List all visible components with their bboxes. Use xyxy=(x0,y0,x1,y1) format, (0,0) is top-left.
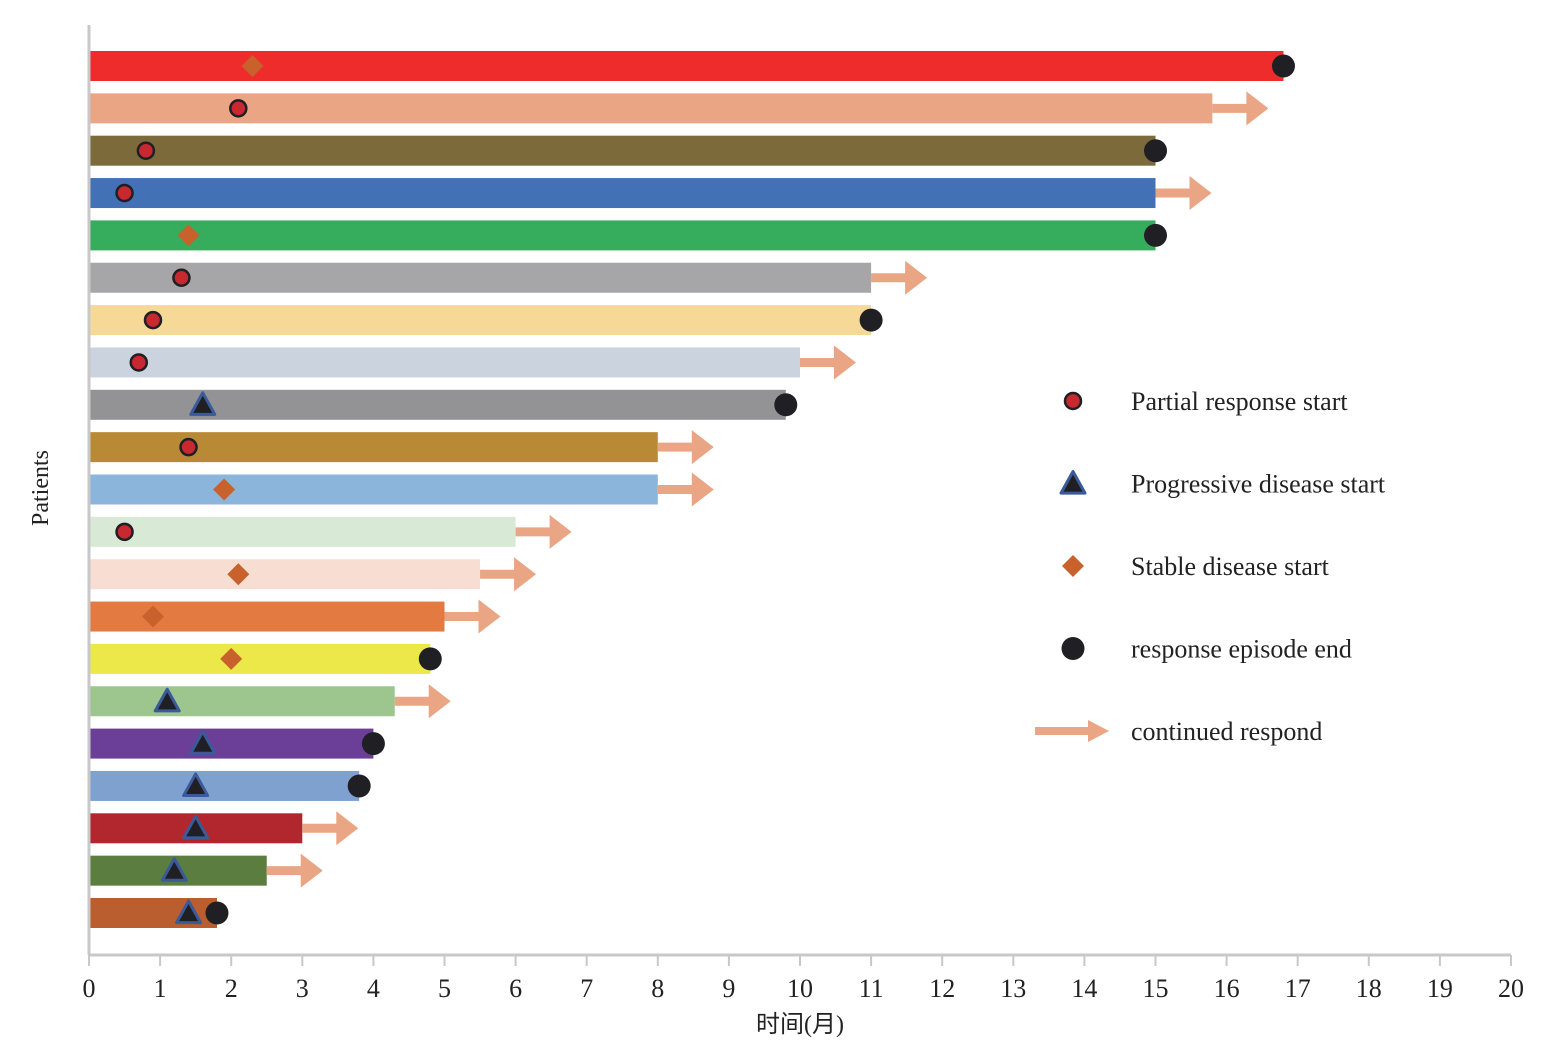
partial-response-marker xyxy=(129,353,149,372)
partial-response-marker xyxy=(115,522,134,542)
episode-end-marker xyxy=(774,393,798,417)
progressive-disease-marker xyxy=(182,772,210,798)
patient-bar xyxy=(89,220,1156,251)
patient-bar xyxy=(89,135,1156,166)
partial-response-marker xyxy=(1063,391,1083,411)
continued-response-arrow xyxy=(444,599,501,634)
episode-end-marker xyxy=(1061,637,1085,660)
x-tick-label: 19 xyxy=(1427,974,1453,1003)
continued-response-arrow xyxy=(1155,176,1212,211)
x-tick-label: 2 xyxy=(225,974,238,1003)
partial-response-marker xyxy=(143,310,163,330)
continued-response-arrow xyxy=(302,811,359,846)
patient-bar xyxy=(89,686,395,717)
x-tick-label: 6 xyxy=(509,974,522,1003)
progressive-disease-marker xyxy=(153,687,181,713)
patient-bar xyxy=(89,728,374,759)
partial-response-marker xyxy=(229,99,248,118)
x-tick-label: 16 xyxy=(1214,974,1240,1003)
progressive-disease-marker xyxy=(160,857,188,882)
legend-label: continued respond xyxy=(1131,717,1322,746)
patient-bar xyxy=(89,347,800,378)
episode-end-marker xyxy=(1144,223,1167,247)
x-tick-label: 9 xyxy=(722,974,735,1003)
continued-response-arrow xyxy=(266,853,323,888)
legend-label: Progressive disease start xyxy=(1131,470,1386,499)
patient-bar xyxy=(89,516,516,547)
episode-end-marker xyxy=(347,774,371,798)
continued-response-arrow xyxy=(515,514,572,549)
x-tick-label: 11 xyxy=(859,974,884,1003)
x-tick-label: 8 xyxy=(651,974,664,1003)
patient-bar xyxy=(89,51,1284,81)
x-tick-label: 5 xyxy=(438,974,451,1003)
patient-bar xyxy=(89,770,360,801)
continued-response-arrow xyxy=(480,557,537,592)
x-tick-label: 4 xyxy=(367,974,380,1003)
stable-disease-marker xyxy=(241,55,264,77)
stable-disease-marker xyxy=(227,563,250,586)
progressive-disease-marker xyxy=(182,814,210,840)
x-tick-label: 14 xyxy=(1071,974,1097,1003)
partial-response-marker xyxy=(115,183,134,203)
patient-bar xyxy=(89,305,872,336)
patient-bar xyxy=(89,432,658,463)
partial-response-marker xyxy=(179,437,198,457)
episode-end-marker xyxy=(418,647,442,671)
continued-response-arrow xyxy=(871,260,928,295)
x-tick-label: 3 xyxy=(296,974,309,1003)
episode-end-marker xyxy=(361,732,385,756)
continued-response-arrow xyxy=(394,684,451,719)
stable-disease-marker xyxy=(177,224,200,247)
legend-label: Partial response start xyxy=(1131,387,1348,416)
stable-disease-marker xyxy=(141,605,164,628)
episode-end-marker xyxy=(205,901,229,925)
x-tick-label: 20 xyxy=(1498,974,1524,1003)
stable-disease-marker xyxy=(220,647,243,670)
patient-bar xyxy=(89,178,1156,209)
legend-label: response episode end xyxy=(1131,635,1352,664)
episode-end-marker xyxy=(1271,54,1295,78)
markers-layer xyxy=(115,54,1295,925)
legend-label: Stable disease start xyxy=(1131,552,1330,581)
partial-response-marker xyxy=(136,141,156,160)
continued-response-arrow xyxy=(800,345,856,380)
x-tick-label: 10 xyxy=(787,974,813,1003)
patient-bar xyxy=(89,93,1213,124)
progressive-disease-marker xyxy=(189,730,217,755)
stable-disease-marker xyxy=(1062,555,1084,577)
patient-bar xyxy=(89,559,481,590)
patient-bar xyxy=(89,262,872,293)
continued-response-arrow xyxy=(1212,91,1269,126)
continued-response-arrow xyxy=(657,430,714,465)
x-tick-label: 0 xyxy=(83,974,96,1003)
x-tick-label: 15 xyxy=(1143,974,1169,1003)
progressive-disease-marker xyxy=(189,391,217,416)
stable-disease-marker xyxy=(213,478,236,501)
legend-arrow-icon xyxy=(1035,720,1109,742)
patient-bar xyxy=(89,643,431,674)
y-axis-title: Patients xyxy=(28,450,54,526)
x-axis-title: 时间(月) xyxy=(756,1011,844,1038)
episode-end-marker xyxy=(1144,139,1167,163)
x-tick-label: 17 xyxy=(1285,974,1311,1003)
partial-response-marker xyxy=(172,268,191,287)
episode-end-marker xyxy=(859,308,883,332)
continued-response-arrow xyxy=(657,472,714,507)
x-tick-label: 13 xyxy=(1000,974,1026,1003)
x-ticks: 0 1 2 3 4 5 6 7 8 9 10 11 12 13 14 15 16 17 18 19 20 xyxy=(83,955,1524,1003)
x-tick-label: 1 xyxy=(154,974,167,1003)
x-tick-label: 7 xyxy=(580,974,593,1003)
x-tick-label: 18 xyxy=(1356,974,1382,1003)
progressive-disease-marker xyxy=(175,899,203,925)
x-tick-label: 12 xyxy=(929,974,955,1003)
patient-bar xyxy=(89,474,658,505)
progressive-disease-marker xyxy=(1059,470,1087,495)
legend: Partial response start Progressive diseas… xyxy=(1035,387,1386,746)
